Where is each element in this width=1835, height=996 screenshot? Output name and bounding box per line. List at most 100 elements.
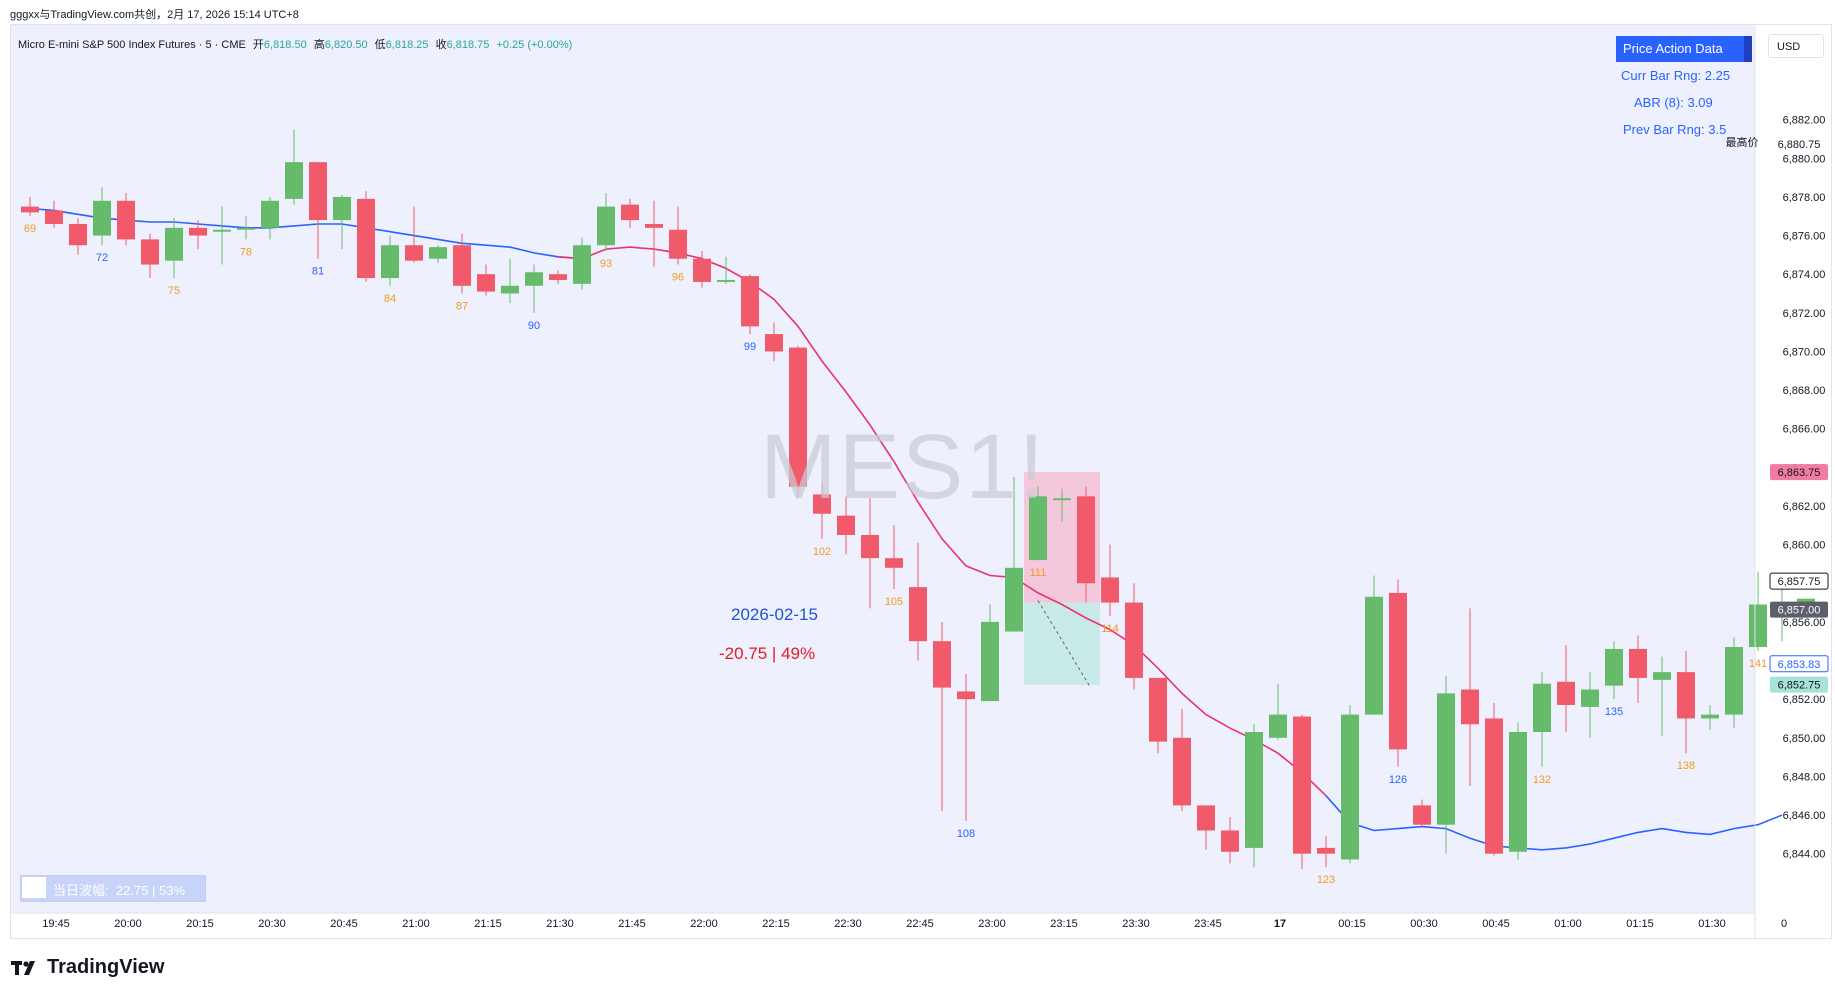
- price-axis: 6,844.00 6,846.00 6,848.00 6,850.00 6,852.00…: [1726, 25, 1829, 940]
- time-tick-label: 21:45: [618, 918, 646, 930]
- bar-number: 123: [1317, 874, 1335, 886]
- candle-body: [1605, 648, 1623, 686]
- candle-body: [957, 691, 975, 700]
- candle: [837, 496, 855, 555]
- high-marker-label: 最高价: [1726, 135, 1759, 149]
- candle: [957, 674, 975, 821]
- prev-bar-range: Prev Bar Rng: 3.5: [1623, 122, 1727, 137]
- candle: [1077, 486, 1095, 603]
- candle-body: [837, 515, 855, 535]
- candles: [21, 129, 1815, 870]
- candle: [525, 264, 543, 313]
- candle-body: [1557, 681, 1575, 705]
- symbol-legend[interactable]: Micro E-mini S&P 500 Index Futures · 5 ·…: [18, 36, 572, 52]
- candle: [501, 258, 519, 304]
- price-tick-label: 6,870.00: [1783, 346, 1826, 358]
- price-label: 6,852.75: [1770, 676, 1828, 693]
- candle: [1749, 571, 1767, 651]
- price-action-panel: Price Action Data Curr Bar Rng: 2.25 ABR…: [1612, 36, 1752, 142]
- bar-number: 114: [1101, 623, 1119, 635]
- price-label-box: [1770, 676, 1828, 693]
- change-annotation: -20.75 | 49%: [719, 644, 816, 663]
- candle-body: [357, 198, 375, 279]
- time-axis: 19:45 20:00 20:15 20:30 20:45 21:00 21:15 21:30…: [11, 912, 1787, 930]
- daily-range-box: 当日波幅: 22.75 | 53%: [20, 875, 206, 902]
- candle-body: [261, 200, 279, 228]
- price-tick-label: 6,868.00: [1783, 385, 1826, 397]
- candle: [93, 187, 111, 246]
- price-tick-label: 6,882.00: [1783, 115, 1826, 127]
- time-tick-label: 20:15: [186, 918, 214, 930]
- candle-body: [477, 274, 495, 292]
- price-tick-label: 6,872.00: [1783, 308, 1826, 320]
- time-tick-label: 19:45: [42, 918, 70, 930]
- bar-number: 108: [957, 828, 975, 840]
- time-tick-label: 01:15: [1626, 918, 1654, 930]
- candle: [1725, 637, 1743, 729]
- candle: [1053, 488, 1071, 522]
- date-annotation: 2026-02-15: [731, 605, 818, 624]
- candle: [213, 206, 231, 265]
- ma-line-up-2: [1325, 795, 1783, 851]
- candle: [1389, 579, 1407, 767]
- symbol-name: Micro E-mini S&P 500 Index Futures · 5 ·…: [18, 39, 246, 51]
- time-tick-label: 00:15: [1338, 918, 1366, 930]
- time-tick-label: 00:45: [1482, 918, 1510, 930]
- candle-body: [117, 200, 135, 240]
- candle: [1245, 724, 1263, 868]
- price-label: 6,853.83: [1769, 655, 1829, 673]
- time-tick-label: 22:30: [834, 918, 862, 930]
- candle-body: [933, 641, 951, 688]
- candle: [1605, 641, 1623, 700]
- chart-frame: [10, 24, 1832, 939]
- price-tick-label: 6,866.00: [1783, 424, 1826, 436]
- high-label: 高: [313, 39, 325, 51]
- time-tick-label: 21:15: [474, 918, 502, 930]
- price-label: 6,880.75: [1778, 139, 1821, 151]
- candle: [885, 525, 903, 590]
- tradingview-logo[interactable]: TradingView: [11, 956, 164, 979]
- candle-body: [189, 227, 207, 236]
- price-tick-label: 6,846.00: [1783, 810, 1826, 822]
- time-tick-label: 22:15: [762, 918, 790, 930]
- bar-number: 81: [312, 266, 324, 278]
- candle-body: [1677, 672, 1695, 719]
- target-zone: [1024, 602, 1100, 685]
- candle: [573, 237, 591, 290]
- candle-body: [1221, 830, 1239, 852]
- bar-number: 138: [1677, 760, 1695, 772]
- price-label-text: 6,853.83: [1778, 659, 1821, 671]
- candle-body: [741, 276, 759, 327]
- bar-number: 78: [240, 246, 252, 258]
- candle-body: [1293, 716, 1311, 854]
- candle-body: [309, 162, 327, 221]
- candle: [861, 498, 879, 609]
- high-value: 6,820.50: [324, 39, 368, 51]
- candle-body: [621, 204, 639, 221]
- price-label: 6,863.75: [1770, 464, 1828, 481]
- bar-number: 135: [1605, 706, 1623, 718]
- bar-numbers: 69 72 75 78 81 84 87 90 93 96 99 102 105 108 111 114 123…: [24, 223, 1767, 886]
- candle: [1173, 708, 1191, 812]
- candle: [765, 322, 783, 362]
- price-tick-label: 6,856.00: [1783, 617, 1826, 629]
- candle-body: [1053, 498, 1071, 501]
- price-label: 6,857.75: [1769, 572, 1829, 590]
- change-value: +0.25 (+0.00%): [496, 39, 573, 51]
- time-tick-label: 20:30: [258, 918, 286, 930]
- bar-number: 102: [813, 546, 831, 558]
- candle-body: [1701, 714, 1719, 719]
- candle-body: [1149, 677, 1167, 742]
- chart-header-info: gggxx与TradingView.com共创，2月 17, 2026 15:1…: [10, 9, 299, 21]
- price-tick-label: 6,860.00: [1783, 540, 1826, 552]
- candle-body: [1245, 731, 1263, 848]
- candle-body: [693, 258, 711, 282]
- candle-body: [1797, 598, 1815, 603]
- candle-body: [1725, 646, 1743, 715]
- candle: [1197, 805, 1215, 850]
- candle: [1677, 650, 1695, 754]
- currency-selector[interactable]: USD: [1768, 34, 1824, 58]
- candle: [429, 245, 447, 263]
- bar-number: 84: [384, 293, 396, 305]
